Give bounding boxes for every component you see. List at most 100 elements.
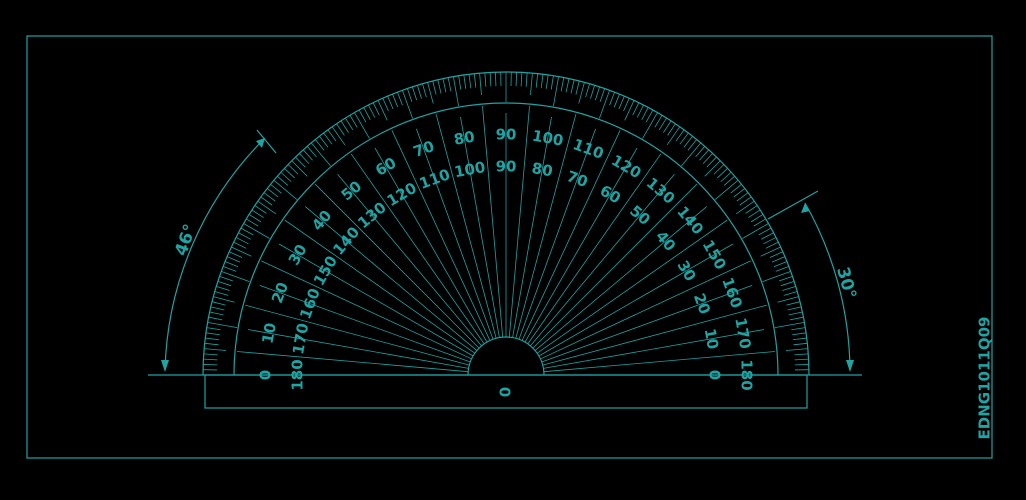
- tick-141: [730, 184, 742, 194]
- tick-110: [598, 90, 611, 119]
- tick-135: [704, 160, 721, 177]
- tick-163: [782, 286, 796, 291]
- tick-133: [702, 153, 713, 164]
- drawing-code: EDNG1011Q09: [976, 317, 994, 440]
- inner-scale-label-110: 70: [564, 167, 590, 191]
- tick-15: [213, 296, 235, 303]
- tick-47: [299, 153, 310, 164]
- tick-77: [437, 79, 442, 94]
- tick-94: [525, 72, 528, 87]
- tick-33: [251, 209, 264, 218]
- dimension-46-arrow-top: [256, 138, 265, 148]
- radial-65: [391, 130, 491, 341]
- tick-154: [765, 241, 779, 249]
- tick-100: [553, 76, 560, 107]
- tick-70: [401, 90, 414, 119]
- outer-scale-label-90: 90: [496, 126, 517, 144]
- tick-32: [248, 214, 262, 223]
- inner-scale-label-40: 140: [329, 223, 363, 259]
- tick-136: [713, 164, 725, 175]
- tick-50: [310, 142, 331, 167]
- tick-66: [382, 98, 389, 112]
- radial-25: [261, 260, 472, 360]
- tick-157: [771, 256, 786, 263]
- dimension-30-label: 30°: [832, 265, 860, 301]
- tick-86: [484, 72, 487, 87]
- tick-156: [769, 251, 783, 258]
- tick-99: [550, 75, 554, 90]
- tick-24: [229, 251, 243, 258]
- tick-53: [323, 132, 333, 145]
- tick-125: [666, 126, 681, 146]
- tick-27: [235, 237, 249, 245]
- tick-155: [760, 246, 781, 257]
- radial-115: [521, 130, 621, 341]
- tick-38: [266, 188, 279, 198]
- tick-93: [520, 72, 523, 87]
- tick-114: [623, 98, 630, 112]
- dimension-30-extension: [767, 190, 819, 220]
- outer-scale-label-180: 180: [738, 359, 756, 390]
- inner-scale-label-130: 50: [626, 202, 654, 229]
- tick-117: [636, 104, 644, 118]
- tick-63: [368, 104, 376, 118]
- tick-43: [284, 168, 295, 179]
- tick-175: [785, 348, 808, 351]
- tick-41: [277, 175, 289, 186]
- tick-115: [624, 100, 635, 121]
- tick-12: [209, 311, 224, 316]
- tick-29: [240, 227, 254, 236]
- tick-81: [458, 75, 462, 90]
- radial-105: [515, 114, 577, 339]
- tick-51: [315, 139, 325, 151]
- tick-121: [654, 115, 663, 128]
- tick-14: [211, 301, 226, 306]
- radial-85: [482, 105, 504, 338]
- tick-105: [578, 82, 585, 104]
- outer-scale-label-80: 80: [452, 127, 476, 148]
- tick-5: [204, 348, 227, 351]
- tick-95: [530, 73, 533, 96]
- tick-39: [270, 184, 282, 194]
- dimension-30-arrow-top: [801, 203, 810, 213]
- tick-123: [663, 120, 672, 133]
- tick-174: [793, 342, 808, 346]
- tick-172: [792, 332, 807, 336]
- tick-68: [392, 93, 399, 108]
- tick-137: [717, 168, 728, 179]
- tick-23: [226, 256, 241, 263]
- tick-109: [599, 88, 606, 102]
- tick-169: [789, 316, 804, 321]
- tick-170: [774, 321, 805, 328]
- inner-scale-label-180: 0: [706, 370, 724, 380]
- radial-165: [542, 304, 767, 366]
- tick-102: [565, 78, 570, 93]
- tick-35: [257, 200, 277, 215]
- tick-58: [345, 117, 354, 131]
- inner-scale-label-140: 40: [652, 227, 679, 255]
- tick-131: [695, 146, 706, 158]
- tick-62: [363, 107, 371, 121]
- tick-111: [609, 91, 615, 106]
- tick-104: [575, 80, 580, 95]
- inner-scale-label-60: 120: [384, 179, 420, 210]
- tick-11: [208, 316, 223, 321]
- dimension-30: 30°: [767, 190, 860, 372]
- tick-4: [203, 353, 218, 356]
- degree-ticks: [203, 72, 809, 376]
- tick-126: [675, 129, 685, 142]
- tick-176: [794, 353, 809, 356]
- tick-142: [733, 188, 746, 198]
- tick-21: [222, 266, 237, 272]
- inner-scale-label-10: 170: [289, 322, 312, 356]
- tick-129: [687, 139, 697, 151]
- tick-152: [760, 232, 774, 240]
- radial-110: [518, 128, 596, 340]
- radial-150: [538, 243, 734, 357]
- tick-171: [791, 327, 806, 331]
- tick-103: [570, 79, 575, 94]
- outer-scale-label-30: 30: [285, 241, 311, 268]
- tick-84: [473, 73, 477, 88]
- radial-135: [532, 183, 698, 349]
- dimension-46-arc: [164, 137, 266, 371]
